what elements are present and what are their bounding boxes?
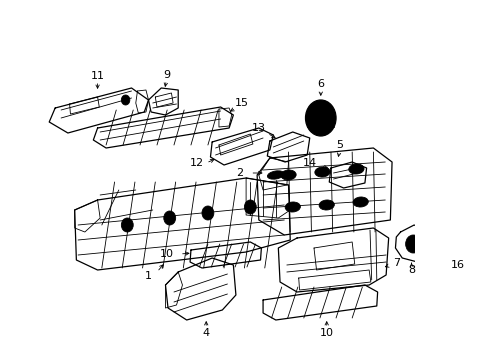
Polygon shape — [136, 90, 148, 113]
Circle shape — [311, 107, 329, 129]
Text: 2: 2 — [235, 168, 243, 178]
Text: 5: 5 — [335, 140, 342, 150]
Ellipse shape — [285, 202, 300, 212]
Ellipse shape — [314, 167, 329, 177]
Polygon shape — [93, 107, 233, 148]
Polygon shape — [434, 220, 466, 255]
Text: 13: 13 — [251, 123, 265, 133]
Circle shape — [163, 211, 175, 225]
Text: 12: 12 — [189, 158, 203, 168]
Polygon shape — [219, 134, 252, 155]
Text: 10: 10 — [160, 249, 174, 259]
Polygon shape — [328, 162, 366, 188]
Ellipse shape — [348, 164, 363, 174]
Polygon shape — [148, 88, 178, 115]
Text: 11: 11 — [90, 71, 104, 81]
Polygon shape — [313, 242, 354, 270]
Circle shape — [121, 218, 133, 232]
Circle shape — [305, 100, 335, 136]
Circle shape — [405, 235, 420, 253]
Circle shape — [202, 206, 213, 220]
Polygon shape — [278, 228, 388, 292]
Polygon shape — [210, 128, 273, 165]
Polygon shape — [49, 88, 148, 133]
Text: 14: 14 — [302, 158, 316, 168]
Polygon shape — [267, 132, 309, 162]
Polygon shape — [165, 272, 182, 308]
Polygon shape — [442, 215, 481, 240]
Ellipse shape — [280, 170, 296, 180]
Text: 16: 16 — [450, 260, 464, 270]
Polygon shape — [298, 270, 370, 290]
Polygon shape — [190, 242, 261, 268]
Text: 1: 1 — [145, 271, 152, 281]
Polygon shape — [258, 158, 288, 190]
Polygon shape — [155, 93, 173, 107]
Polygon shape — [263, 285, 377, 320]
Ellipse shape — [267, 171, 284, 179]
Polygon shape — [245, 178, 290, 218]
Text: 15: 15 — [234, 98, 248, 108]
Polygon shape — [75, 178, 290, 270]
Polygon shape — [219, 108, 231, 127]
Text: 7: 7 — [393, 258, 400, 268]
Circle shape — [244, 200, 256, 214]
Circle shape — [121, 95, 130, 105]
Ellipse shape — [319, 200, 334, 210]
Polygon shape — [69, 97, 99, 114]
Text: 10: 10 — [319, 328, 333, 338]
Polygon shape — [257, 148, 391, 235]
Text: 6: 6 — [317, 79, 324, 89]
Text: 4: 4 — [202, 328, 209, 338]
Text: 9: 9 — [163, 70, 169, 80]
Ellipse shape — [352, 197, 367, 207]
Polygon shape — [395, 225, 427, 262]
Polygon shape — [165, 258, 235, 320]
Polygon shape — [75, 200, 100, 232]
Text: 8: 8 — [407, 265, 414, 275]
